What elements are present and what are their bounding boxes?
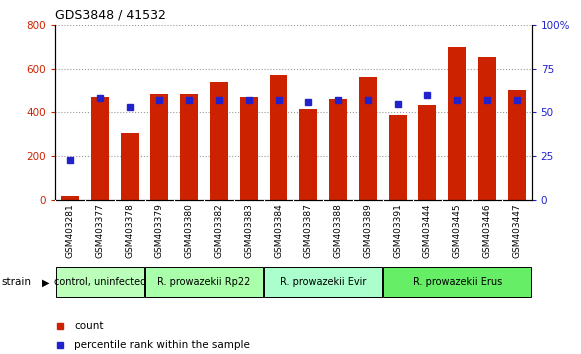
Text: GSM403380: GSM403380: [185, 203, 193, 258]
Text: GSM403379: GSM403379: [155, 203, 164, 258]
Text: GSM403387: GSM403387: [304, 203, 313, 258]
Text: GSM403378: GSM403378: [125, 203, 134, 258]
Bar: [270, 75, 288, 200]
Text: GSM403445: GSM403445: [453, 203, 462, 258]
Text: GSM403382: GSM403382: [214, 203, 224, 258]
Bar: [210, 82, 228, 200]
Text: percentile rank within the sample: percentile rank within the sample: [74, 341, 250, 350]
Bar: [150, 94, 168, 200]
Text: GSM403388: GSM403388: [333, 203, 343, 258]
Text: count: count: [74, 321, 104, 331]
Bar: [180, 94, 198, 200]
Bar: [145, 267, 263, 297]
Bar: [359, 78, 376, 200]
Text: GSM403383: GSM403383: [244, 203, 253, 258]
Bar: [383, 267, 531, 297]
Bar: [389, 115, 407, 200]
Bar: [299, 109, 317, 200]
Bar: [91, 97, 109, 200]
Text: GSM403391: GSM403391: [393, 203, 402, 258]
Text: R. prowazekii Evir: R. prowazekii Evir: [280, 276, 367, 287]
Text: GSM403447: GSM403447: [512, 203, 521, 258]
Bar: [418, 105, 436, 200]
Bar: [121, 133, 139, 200]
Text: GSM403446: GSM403446: [482, 203, 492, 258]
Bar: [449, 47, 466, 200]
Text: R. prowazekii Rp22: R. prowazekii Rp22: [157, 276, 251, 287]
Text: GSM403281: GSM403281: [66, 203, 74, 258]
Bar: [508, 91, 526, 200]
Text: ▶: ▶: [42, 277, 49, 287]
Text: strain: strain: [1, 277, 31, 287]
Text: GSM403444: GSM403444: [423, 203, 432, 258]
Text: R. prowazekii Erus: R. prowazekii Erus: [413, 276, 502, 287]
Text: GSM403389: GSM403389: [363, 203, 372, 258]
Bar: [56, 267, 144, 297]
Bar: [264, 267, 382, 297]
Bar: [478, 57, 496, 200]
Bar: [329, 99, 347, 200]
Text: GDS3848 / 41532: GDS3848 / 41532: [55, 9, 166, 22]
Text: GSM403384: GSM403384: [274, 203, 283, 258]
Bar: [61, 196, 79, 200]
Text: control, uninfected: control, uninfected: [53, 276, 146, 287]
Bar: [240, 97, 258, 200]
Text: GSM403377: GSM403377: [95, 203, 105, 258]
